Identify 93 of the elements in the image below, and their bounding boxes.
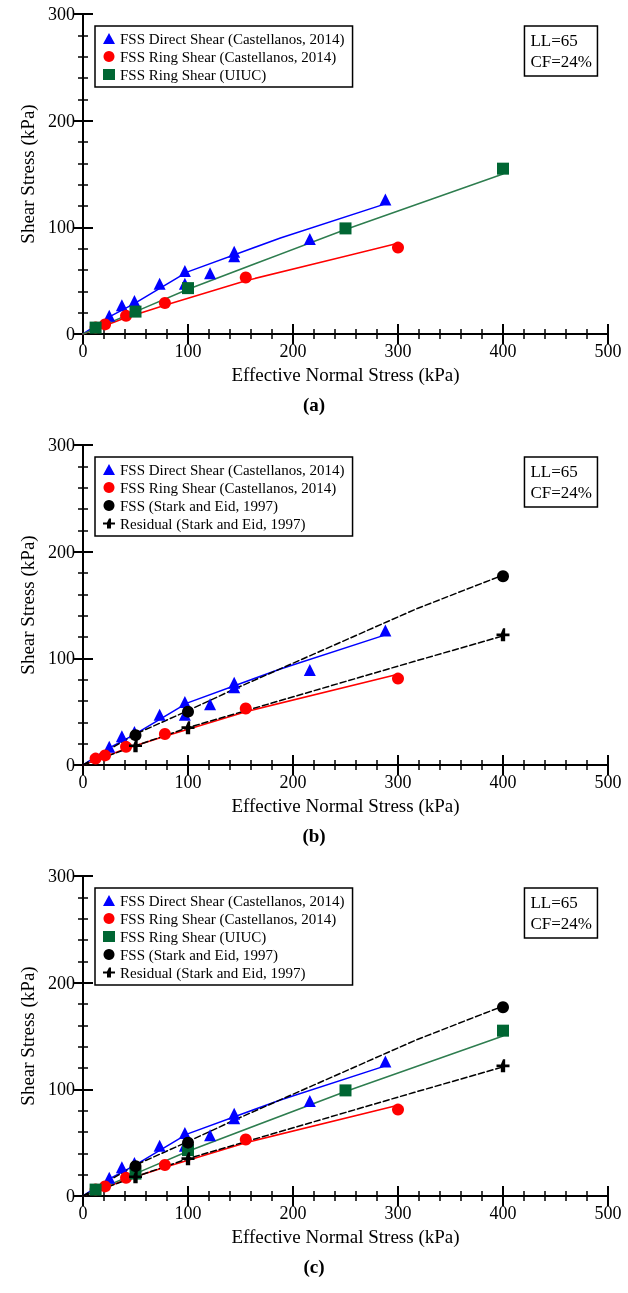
x-tick-label: 200 <box>279 341 307 361</box>
x-tick-label: 500 <box>594 772 622 792</box>
y-axis-title: Shear Stress (kPa) <box>17 966 39 1106</box>
y-tick-label: 100 <box>48 217 75 238</box>
point <box>239 1133 252 1146</box>
y-tick-label: 300 <box>48 866 75 886</box>
legend-label: FSS Ring Shear (Castellanos, 2014) <box>120 48 337 66</box>
x-axis-title: Effective Normal Stress (kPa) <box>231 1225 460 1248</box>
legend-label: FSS Ring Shear (UIUC) <box>120 928 267 946</box>
point <box>129 1160 142 1173</box>
legend-label: FSS Ring Shear (UIUC) <box>120 66 267 84</box>
x-tick-label: 300 <box>384 772 412 792</box>
text: (a) <box>302 394 326 416</box>
x-tick-label: 500 <box>594 1203 622 1223</box>
point <box>204 698 217 711</box>
point <box>182 282 194 295</box>
y-tick-label: 300 <box>48 435 75 455</box>
point <box>153 277 166 290</box>
point <box>115 1161 128 1174</box>
point <box>379 193 392 206</box>
legend-label: FSS (Stark and Eid, 1997) <box>120 946 278 964</box>
point <box>497 1001 509 1014</box>
x-tick-label: 400 <box>489 1203 517 1223</box>
y-tick-label: 100 <box>48 648 75 669</box>
point <box>497 570 509 583</box>
annotation: LL=65 CF=24% <box>530 462 592 502</box>
point <box>153 708 166 721</box>
x-tick-label: 200 <box>279 772 307 792</box>
point <box>182 705 194 718</box>
y-tick-label: 100 <box>48 1079 75 1100</box>
legend-label: FSS Ring Shear (Castellanos, 2014) <box>120 479 337 497</box>
point <box>339 222 352 235</box>
point <box>153 1139 166 1152</box>
point <box>120 740 133 753</box>
legend-label: Residual (Stark and Eid, 1997) <box>120 964 306 982</box>
point <box>497 1024 509 1037</box>
point <box>379 624 392 637</box>
point <box>115 299 128 312</box>
point <box>303 664 316 677</box>
point <box>89 752 102 765</box>
point <box>129 1170 142 1184</box>
point <box>204 267 217 280</box>
point <box>115 730 128 743</box>
point <box>392 1103 404 1116</box>
legend-label: FSS Direct Shear (Castellanos, 2014) <box>120 461 345 479</box>
x-tick-label: 200 <box>279 1203 307 1223</box>
x-axis-title: Effective Normal Stress (kPa) <box>231 794 460 817</box>
point <box>129 729 142 742</box>
point <box>182 1136 194 1149</box>
text: (b) <box>302 825 326 847</box>
point <box>339 1084 352 1097</box>
point <box>379 1055 392 1068</box>
point <box>99 749 112 762</box>
point <box>303 1095 316 1108</box>
point <box>178 265 191 278</box>
x-axis-title: Effective Normal Stress (kPa) <box>231 363 460 386</box>
x-tick-label: 300 <box>384 1203 412 1223</box>
point <box>181 1152 195 1166</box>
y-tick-label: 300 <box>48 4 75 24</box>
point <box>158 728 171 741</box>
point <box>392 672 404 685</box>
text: (c) <box>303 1256 325 1278</box>
point <box>181 721 195 735</box>
legend-label: FSS Ring Shear (Castellanos, 2014) <box>120 910 337 928</box>
y-tick-label: 200 <box>48 110 75 131</box>
legend-label: FSS Direct Shear (Castellanos, 2014) <box>120 892 345 910</box>
point <box>392 241 404 254</box>
y-axis-title: Shear Stress (kPa) <box>17 535 39 675</box>
x-tick-label: 300 <box>384 341 412 361</box>
point <box>129 305 142 318</box>
x-tick-label: 100 <box>174 341 202 361</box>
y-axis-title: Shear Stress (kPa) <box>17 104 39 244</box>
legend-label: FSS (Stark and Eid, 1997) <box>120 497 278 515</box>
y-tick-label: 200 <box>48 541 75 562</box>
point <box>158 297 171 310</box>
point <box>303 233 316 246</box>
x-tick-label: 400 <box>489 341 517 361</box>
y-tick-label: 200 <box>48 972 75 993</box>
annotation: LL=65 CF=24% <box>530 893 592 933</box>
x-tick-label: 100 <box>174 772 202 792</box>
legend-label: Residual (Stark and Eid, 1997) <box>120 515 306 533</box>
point <box>120 309 133 322</box>
point <box>497 162 509 175</box>
x-tick-label: 400 <box>489 772 517 792</box>
point <box>129 739 142 753</box>
point <box>158 1159 171 1172</box>
x-tick-label: 100 <box>174 1203 202 1223</box>
point <box>239 702 252 715</box>
legend-label: FSS Direct Shear (Castellanos, 2014) <box>120 30 345 48</box>
x-tick-label: 500 <box>594 341 622 361</box>
annotation: LL=65 CF=24% <box>530 31 592 71</box>
point <box>204 1129 217 1142</box>
point <box>239 271 252 284</box>
